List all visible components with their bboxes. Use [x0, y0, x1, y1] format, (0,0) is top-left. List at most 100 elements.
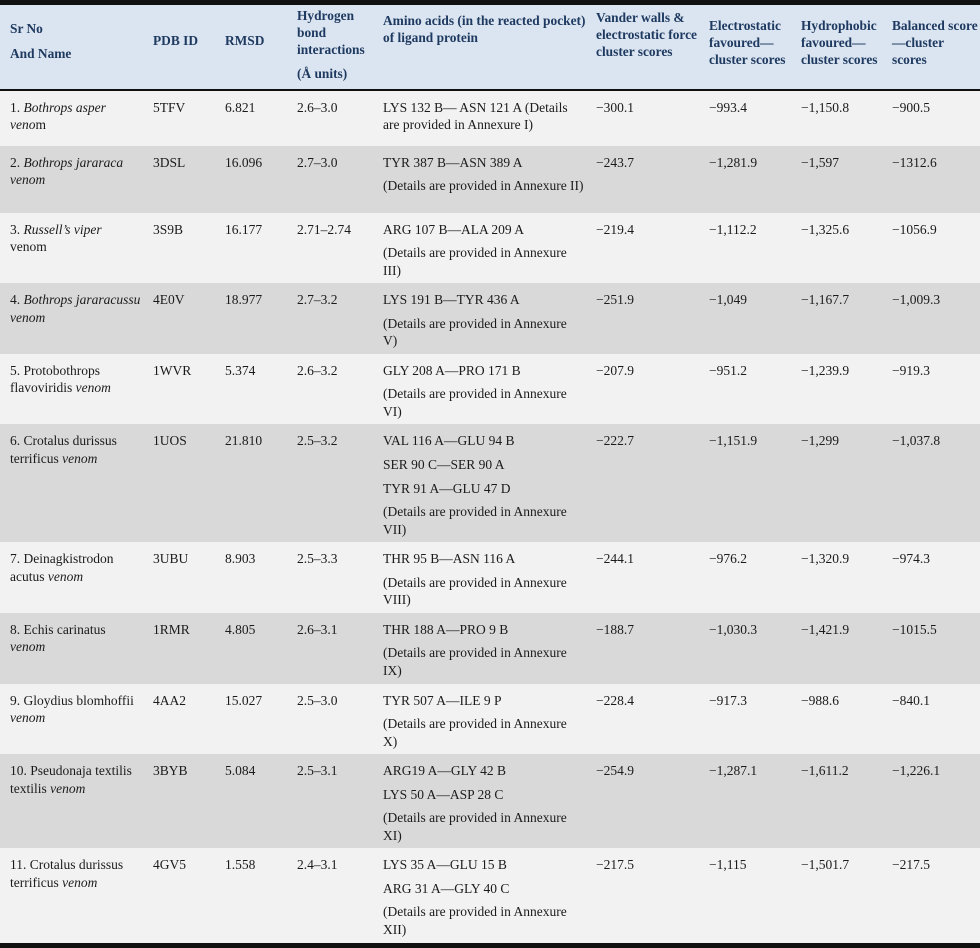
- cell-rmsd: 4.805: [225, 621, 256, 637]
- amino-acid-paragraph: THR 188 A—PRO 9 B: [383, 621, 509, 637]
- amino-acid-paragraph: ARG19 A—GLY 42 B: [383, 763, 507, 779]
- amino-acid-paragraph: (Details are provided in Annexure IX): [383, 645, 567, 678]
- cell-hydrogen-bond: 2.6–3.0: [297, 99, 338, 115]
- cell-balanced-score: −1056.9: [892, 221, 937, 237]
- amino-acid-paragraph: (Details are provided in Annexure VIII): [383, 574, 567, 608]
- cell-electrostatic-score: −1,112.2: [709, 221, 757, 237]
- amino-acid-paragraph: TYR 91 A—GLU 47 D: [383, 480, 511, 496]
- amino-acid-paragraph: THR 95 B—ASN 116 A: [383, 551, 516, 567]
- cell-rmsd: 6.821: [225, 99, 256, 115]
- cell-electrostatic-score: −1,049: [709, 292, 747, 308]
- cell-rmsd: 16.096: [225, 154, 263, 170]
- species-name-italic: venom: [50, 780, 86, 796]
- cell-rmsd: 5.374: [225, 362, 256, 378]
- species-name-plain: 3.: [10, 221, 24, 237]
- header-sr-no-label: Sr No: [10, 21, 43, 36]
- cell-rmsd: 1.558: [225, 857, 256, 873]
- cell-sr-no-and-name: 1. Bothrops asper venom: [0, 90, 145, 146]
- col-header-pdb-id: PDB ID: [145, 2, 217, 91]
- cell-hydrogen-bond: 2.6–3.2: [297, 362, 338, 378]
- cell-hydrogen-bond: 2.5–3.0: [297, 692, 338, 708]
- cell-amino-acids: TYR 507 A—ILE 9 P (Details are provided i…: [375, 684, 588, 755]
- table-row: 5. Protobothrops flavoviridis venom 1WVR…: [0, 353, 980, 425]
- species-name-italic: venom: [62, 874, 98, 890]
- cell-hydrogen-bond: 2.5–3.2: [297, 433, 338, 449]
- cell-amino-acids: THR 188 A—PRO 9 B (Details are provided i…: [375, 613, 588, 684]
- cell-electrostatic-score: −993.4: [709, 99, 747, 115]
- species-name-plain: m: [35, 117, 46, 133]
- cell-amino-acids: THR 95 B—ASN 116 A (Details are provided …: [375, 542, 588, 613]
- species-name-plain: venom: [10, 239, 47, 255]
- amino-acid-paragraph: (Details are provided in Annexure XI): [383, 810, 567, 843]
- cell-sr-no-and-name: 4. Bothrops jararacussu venom: [0, 283, 145, 354]
- cell-vdw-score: −188.7: [596, 621, 634, 637]
- cell-hydrogen-bond: 2.7–3.0: [297, 154, 338, 170]
- cell-vdw-score: −219.4: [596, 221, 634, 237]
- table-row: 8. Echis carinatus venom 1RMR 4.805 2.6–…: [0, 612, 980, 684]
- species-name-italic: venom: [10, 710, 46, 726]
- cell-electrostatic-score: −976.2: [709, 551, 747, 567]
- cell-hydrophobic-score: −1,501.7: [801, 857, 850, 873]
- cell-electrostatic-score: −1,151.9: [709, 433, 758, 449]
- species-name-plain: 1.: [10, 99, 24, 115]
- amino-acid-paragraph: (Details are provided in Annexure VII): [383, 504, 567, 537]
- amino-acid-paragraph: (Details are provided in Annexure VI): [383, 386, 567, 419]
- cell-amino-acids: LYS 35 A—GLU 15 B ARG 31 A—GLY 40 C (Detai…: [375, 848, 588, 945]
- cell-amino-acids: LYS 132 B— ASN 121 A (Details are provid…: [375, 90, 588, 146]
- cell-pdb-id: 4AA2: [153, 692, 186, 708]
- cell-vdw-score: −217.5: [596, 857, 634, 873]
- cell-hydrogen-bond: 2.7–3.2: [297, 292, 338, 308]
- species-name-italic: Bothrops jararacussu venom: [10, 292, 141, 325]
- cell-rmsd: 21.810: [225, 433, 263, 449]
- cell-balanced-score: −217.5: [892, 857, 930, 873]
- cell-hydrophobic-score: −1,325.6: [801, 221, 850, 237]
- amino-acid-paragraph: (Details are provided in Annexure V): [383, 315, 567, 349]
- cell-hydrophobic-score: −1,611.2: [801, 763, 849, 779]
- cell-pdb-id: 3BYB: [153, 763, 188, 779]
- col-header-rmsd: RMSD: [217, 2, 289, 91]
- table-row: 10. Pseudonaja textilis textilis venom 3…: [0, 754, 980, 849]
- table-row: 3. Russell’s viper venom 3S9B 16.177 2.7…: [0, 212, 980, 284]
- cell-balanced-score: −1,009.3: [892, 292, 941, 308]
- amino-acid-paragraph: TYR 387 B—ASN 389 A: [383, 154, 523, 170]
- cell-hydrophobic-score: −1,239.9: [801, 362, 850, 378]
- amino-acid-paragraph: LYS 191 B—TYR 436 A: [383, 292, 520, 308]
- cell-rmsd: 18.977: [225, 292, 263, 308]
- species-name-italic: venom: [62, 451, 98, 467]
- amino-acid-paragraph: LYS 132 B— ASN 121 A (Details are provid…: [383, 99, 568, 133]
- cell-rmsd: 16.177: [225, 221, 263, 237]
- cell-balanced-score: −974.3: [892, 551, 930, 567]
- cell-balanced-score: −1312.6: [892, 154, 937, 170]
- cell-balanced-score: −919.3: [892, 362, 930, 378]
- cell-balanced-score: −900.5: [892, 99, 930, 115]
- species-name-plain: 5. Protobothrops flavoviridis: [10, 362, 101, 396]
- cell-amino-acids: GLY 208 A—PRO 171 B (Details are provided…: [375, 354, 588, 425]
- col-header-vdw-scores: Vander walls & electrostatic force clust…: [588, 2, 701, 91]
- cell-balanced-score: −840.1: [892, 692, 930, 708]
- cell-electrostatic-score: −1,287.1: [709, 763, 758, 779]
- amino-acid-paragraph: (Details are provided in Annexure X): [383, 716, 567, 749]
- species-name-italic: Bothrops jararaca venom: [10, 154, 124, 188]
- amino-acid-paragraph: (Details are provided in Annexure II): [383, 178, 584, 194]
- cell-pdb-id: 1RMR: [153, 621, 190, 637]
- cell-hydrophobic-score: −1,320.9: [801, 551, 850, 567]
- cell-pdb-id: 5TFV: [153, 99, 186, 115]
- header-hbond-label: Hydrogen bond interactions: [297, 8, 365, 57]
- cell-amino-acids: LYS 191 B—TYR 436 A (Details are provided…: [375, 283, 588, 354]
- amino-acid-paragraph: (Details are provided in Annexure XII): [383, 904, 567, 937]
- col-header-amino-acids: Amino acids (in the reacted pocket) of l…: [375, 2, 588, 91]
- amino-acid-paragraph: (Details are provided in Annexure III): [383, 245, 567, 278]
- cell-balanced-score: −1,037.8: [892, 433, 941, 449]
- cell-hydrogen-bond: 2.71–2.74: [297, 221, 351, 237]
- table-row: 6. Crotalus durissus terrificus venom 1U…: [0, 424, 980, 543]
- cell-amino-acids: TYR 387 B—ASN 389 A (Details are provided…: [375, 146, 588, 213]
- cell-vdw-score: −243.7: [596, 154, 634, 170]
- cell-hydrogen-bond: 2.4–3.1: [297, 857, 338, 873]
- cell-vdw-score: −228.4: [596, 692, 634, 708]
- amino-acid-paragraph: GLY 208 A—PRO 171 B: [383, 362, 521, 378]
- col-header-sr-no-and-name: Sr No And Name: [0, 2, 145, 91]
- cell-sr-no-and-name: 10. Pseudonaja textilis textilis venom: [0, 754, 145, 848]
- cell-pdb-id: 4E0V: [153, 292, 185, 308]
- cell-hydrophobic-score: −1,299: [801, 433, 839, 449]
